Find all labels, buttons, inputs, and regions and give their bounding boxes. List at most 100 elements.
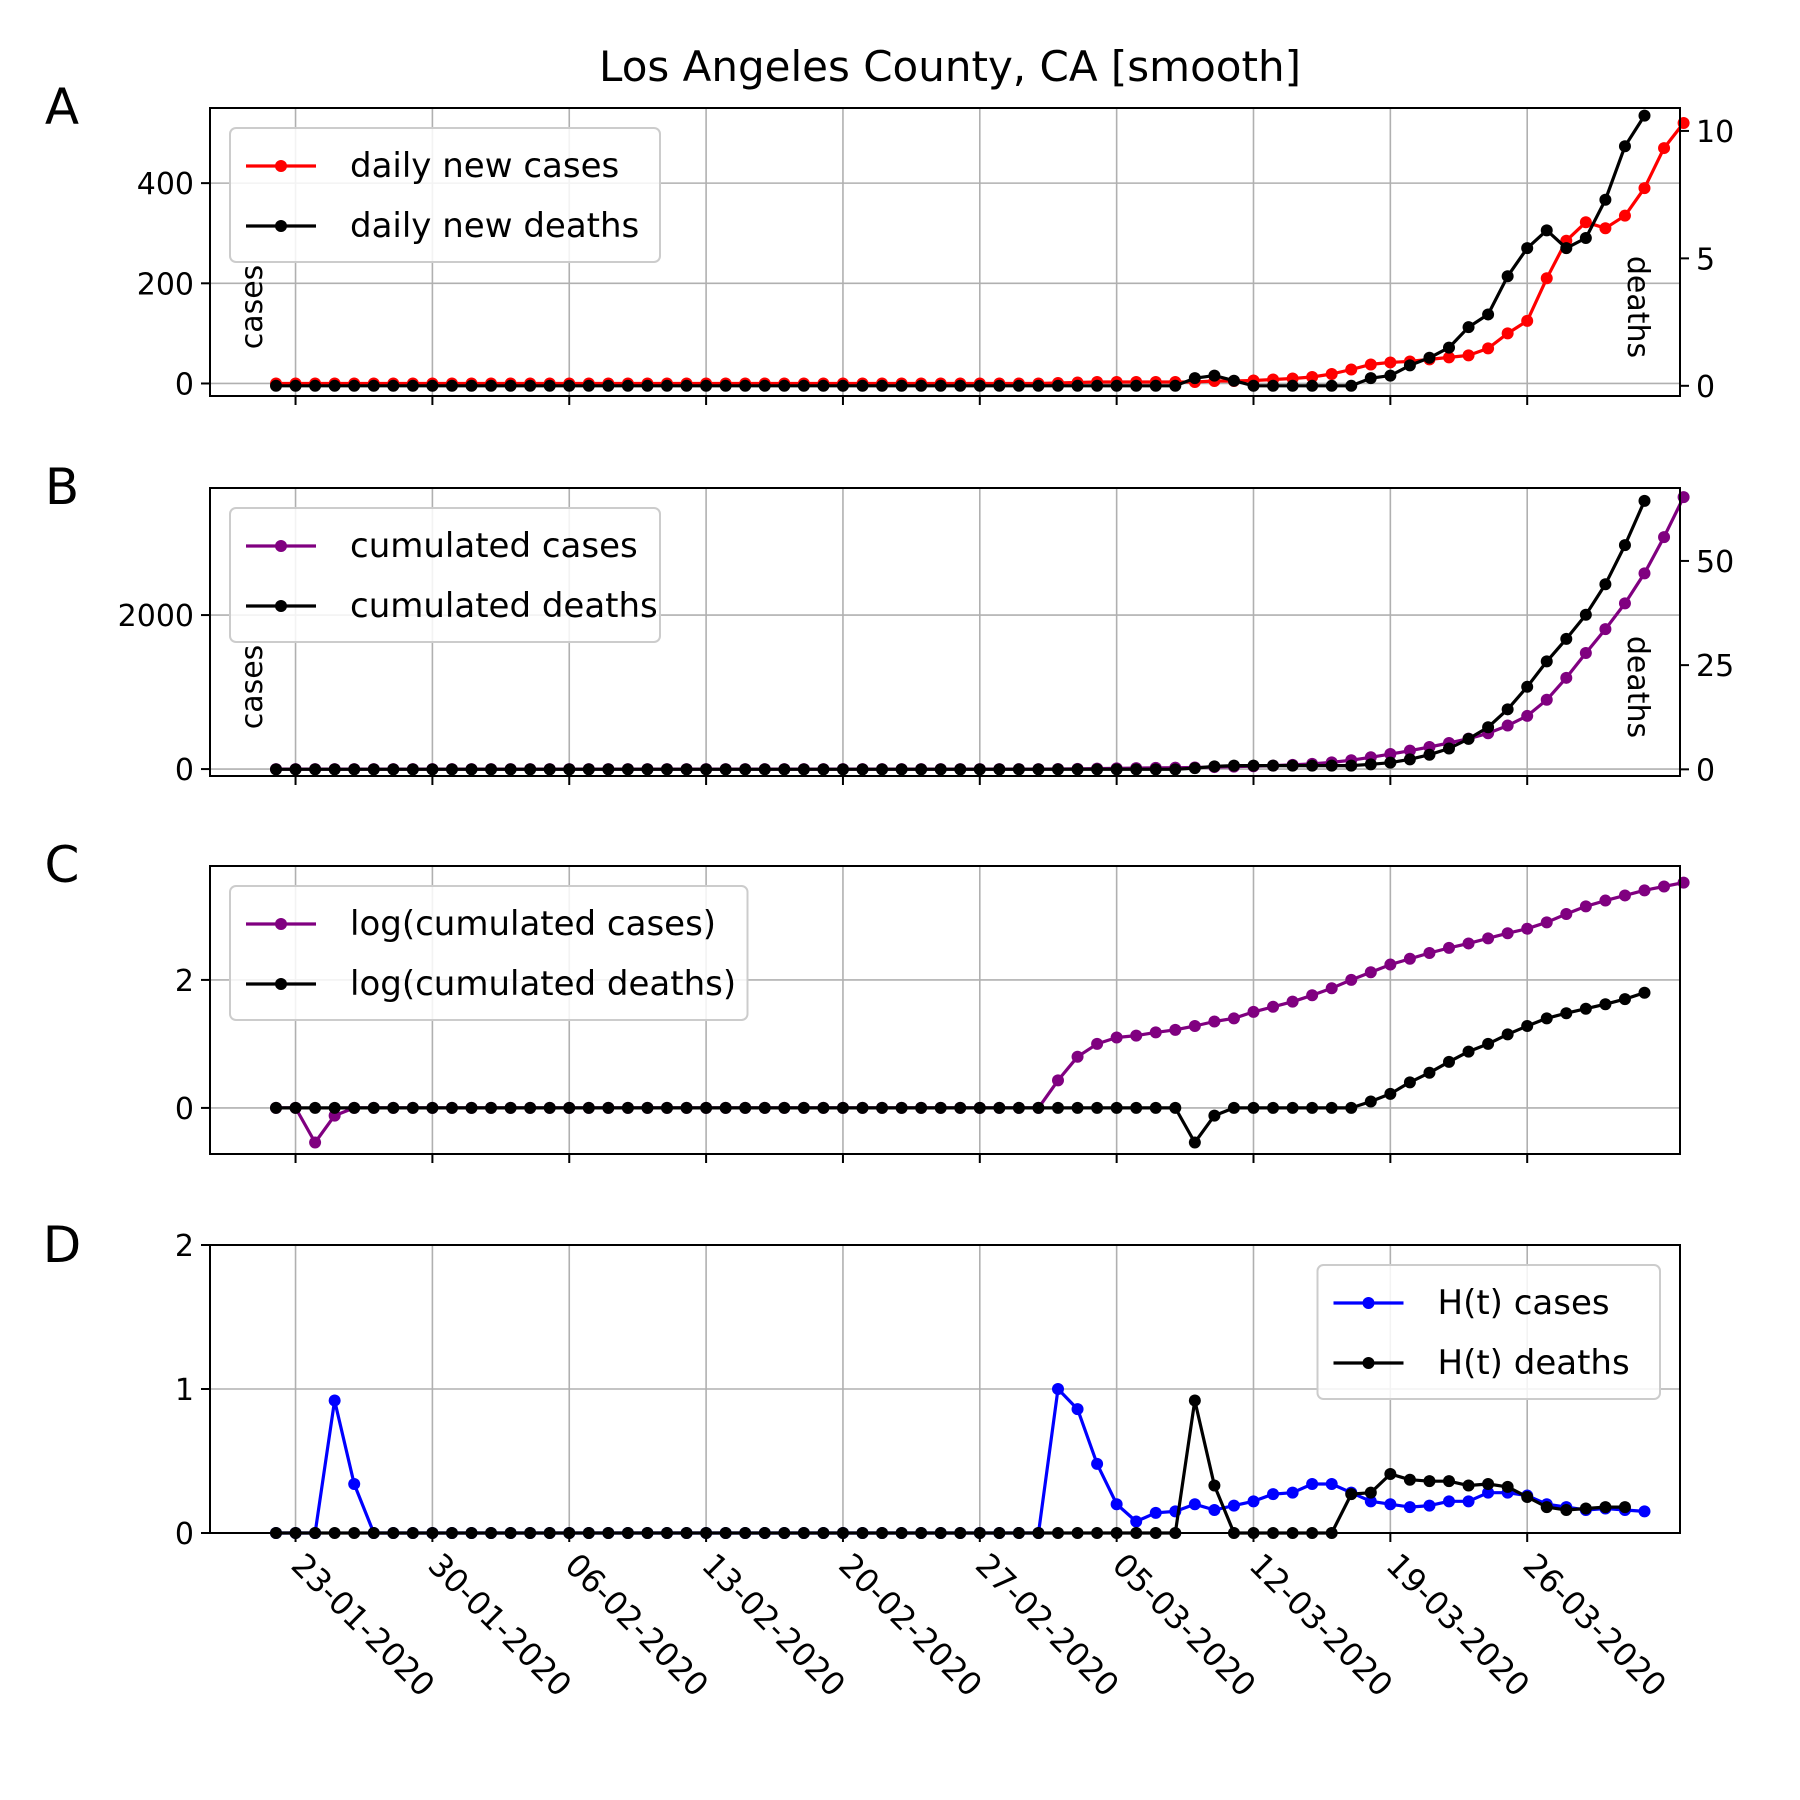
data-point: [445, 1101, 458, 1114]
data-point: [1443, 1055, 1455, 1068]
legend: daily new cases daily new deaths: [229, 127, 661, 263]
data-point: [1032, 763, 1045, 776]
legend-label: log(cumulated cases): [350, 904, 716, 944]
data-point: [1208, 1479, 1221, 1492]
data-point: [1208, 1503, 1221, 1516]
data-point: [1110, 1498, 1123, 1511]
data-point: [1501, 327, 1514, 340]
legend: log(cumulated cases) log(cumulated deaths…: [229, 885, 749, 1021]
data-point: [836, 379, 849, 392]
data-point: [1443, 1495, 1455, 1508]
y-axis-label: cases: [235, 645, 270, 730]
data-point: [1638, 884, 1651, 897]
series-cumulated-deaths: [270, 494, 1651, 776]
data-point: [426, 763, 439, 776]
y-tick-label-right: 50: [1696, 545, 1734, 580]
data-point: [797, 763, 810, 776]
data-point: [661, 763, 673, 776]
y-tick-label-right: 5: [1696, 242, 1715, 277]
legend-label: cumulated deaths: [350, 586, 658, 626]
data-point: [817, 1101, 830, 1114]
data-point: [856, 763, 869, 776]
data-point: [1618, 597, 1631, 610]
data-point: [289, 763, 302, 776]
data-point: [1012, 763, 1025, 776]
data-point: [1071, 763, 1084, 776]
data-point: [1540, 1501, 1553, 1514]
data-point: [367, 379, 380, 392]
data-point: [1540, 693, 1553, 706]
data-point: [1618, 993, 1631, 1006]
data-point: [700, 763, 713, 776]
data-point: [1482, 1486, 1495, 1499]
figure-title: Los Angeles County, CA [smooth]: [599, 42, 1301, 91]
data-point: [367, 1101, 380, 1114]
data-point: [1403, 1473, 1416, 1486]
data-point: [1423, 351, 1436, 364]
data-point: [1638, 986, 1651, 999]
data-point: [270, 379, 282, 392]
data-point: [1618, 209, 1631, 222]
data-point: [1091, 1457, 1104, 1470]
data-point: [895, 1101, 908, 1114]
data-point: [1560, 242, 1573, 255]
data-point: [1032, 379, 1045, 392]
data-point: [1521, 314, 1534, 327]
data-point: [406, 763, 419, 776]
data-point: [1560, 671, 1573, 684]
data-point: [1599, 222, 1612, 235]
data-point: [700, 379, 713, 392]
data-point: [1540, 272, 1553, 285]
data-point: [1599, 578, 1612, 591]
data-point: [1306, 1101, 1319, 1114]
data-point: [1482, 308, 1495, 321]
data-point: [739, 379, 752, 392]
data-point: [387, 379, 400, 392]
data-point: [1482, 342, 1495, 355]
data-point: [563, 1101, 576, 1114]
data-point: [1306, 1478, 1319, 1491]
data-point: [739, 1101, 752, 1114]
data-point: [1423, 1499, 1436, 1512]
data-point: [485, 379, 498, 392]
data-point: [1462, 1495, 1475, 1508]
data-point: [1325, 1101, 1338, 1114]
data-point: [1364, 966, 1377, 979]
data-point: [1012, 379, 1025, 392]
data-point: [1208, 1015, 1221, 1028]
legend-marker: [275, 220, 287, 232]
legend-marker: [275, 978, 287, 990]
data-point: [621, 1101, 634, 1114]
data-point: [915, 763, 928, 776]
legend: cumulated cases cumulated deaths: [229, 507, 661, 643]
data-point: [1091, 1101, 1104, 1114]
data-point: [348, 763, 361, 776]
data-point: [876, 763, 889, 776]
data-point: [973, 379, 986, 392]
data-point: [465, 1101, 478, 1114]
panel-letter: D: [43, 1216, 82, 1274]
data-point: [1052, 763, 1064, 776]
data-point: [1521, 1020, 1534, 1032]
panel-c: 0 2 log(cumulated cases) log(cumulated deat…: [45, 836, 1690, 1163]
legend-box: [229, 885, 749, 1021]
data-point: [1052, 1383, 1064, 1395]
data-point: [328, 763, 341, 776]
data-point: [915, 1101, 928, 1114]
data-point: [1638, 1505, 1651, 1518]
y-tick-label: 0: [175, 1517, 194, 1552]
data-point: [1599, 1501, 1612, 1514]
y-tick-label: 0: [175, 753, 194, 788]
series-daily-new-deaths: [270, 109, 1651, 392]
data-point: [1091, 379, 1104, 392]
data-point: [309, 379, 322, 392]
data-point: [1579, 216, 1592, 229]
legend: H(t) cases H(t) deaths: [1316, 1264, 1661, 1400]
data-point: [1384, 748, 1397, 761]
data-point: [1462, 349, 1475, 362]
data-point: [1267, 1101, 1280, 1114]
data-point: [1560, 1007, 1573, 1020]
data-point: [1501, 1028, 1514, 1041]
data-point: [856, 1101, 869, 1114]
data-point: [1403, 359, 1416, 372]
